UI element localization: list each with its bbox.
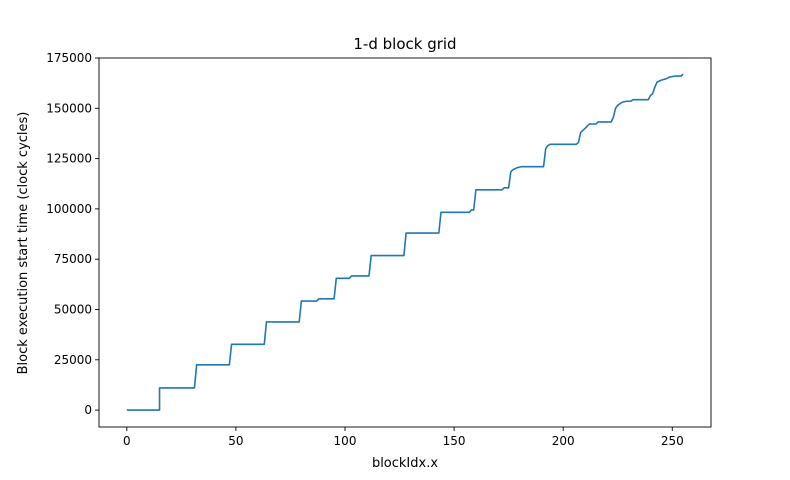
y-tick-label: 125000 (46, 152, 92, 166)
series-line-0 (126, 73, 684, 411)
plot-frame (98, 57, 712, 428)
y-axis-label: Block execution start time (clock cycles… (16, 112, 31, 375)
y-tick-label: 25000 (54, 353, 92, 367)
x-tick-label: 250 (661, 434, 684, 448)
x-tick-label: 50 (228, 434, 243, 448)
x-tick-label: 100 (334, 434, 357, 448)
y-tick-label: 50000 (54, 302, 92, 316)
x-tick-label: 150 (443, 434, 466, 448)
chart-title: 1-d block grid (353, 35, 456, 53)
y-tick-label: 75000 (54, 252, 92, 266)
x-tick-label: 200 (552, 434, 575, 448)
x-axis-label: blockIdx.x (372, 456, 438, 471)
y-tick-label: 150000 (46, 101, 92, 115)
y-tick-label: 175000 (46, 51, 92, 65)
plot-area (98, 57, 712, 428)
x-axis: 0 50 100 150 200 250 (123, 427, 684, 448)
y-tick-label: 100000 (46, 202, 92, 216)
y-axis: 0 25000 50000 75000 100000 125000 150000 175000 (46, 51, 99, 417)
x-tick-label: 0 (123, 434, 131, 448)
y-tick-label: 0 (84, 403, 92, 417)
